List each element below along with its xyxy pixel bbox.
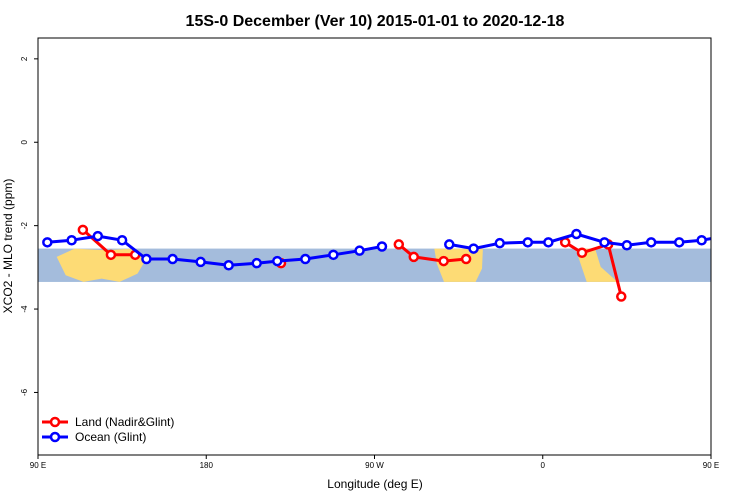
data-point-ocean	[167, 253, 178, 265]
y-tick-label: -4	[20, 305, 29, 313]
x-axis-title: Longitude (deg E)	[327, 477, 422, 491]
data-point-ocean	[645, 237, 657, 248]
data-point-land	[105, 249, 117, 261]
y-axis-title: XCO2 - MLO trend (ppm)	[1, 179, 15, 314]
data-point-ocean	[116, 234, 128, 246]
data-point-ocean	[328, 249, 339, 261]
data-point-land	[77, 224, 89, 236]
legend-marker-ocean	[49, 431, 61, 443]
x-tick-label: 90 E	[703, 461, 719, 470]
data-point-ocean	[195, 256, 206, 268]
data-point-ocean	[300, 253, 311, 265]
data-point-land	[460, 253, 472, 265]
y-tick-label: 2	[20, 56, 29, 61]
data-point-ocean	[494, 237, 506, 249]
series-line-land	[397, 243, 467, 263]
legend-entry-land: Land (Nadir&Glint)	[42, 415, 174, 429]
series-layer	[42, 224, 750, 302]
y-tick-label: -6	[20, 388, 29, 396]
y-tick-label: -2	[20, 222, 29, 230]
legend-entry-ocean: Ocean (Glint)	[42, 430, 146, 444]
land-area-australia	[733, 249, 750, 282]
x-tick-label: 90 E	[30, 461, 46, 470]
data-point-ocean	[696, 234, 707, 246]
data-point-ocean	[743, 236, 750, 244]
data-point-ocean	[92, 230, 104, 242]
data-point-land	[438, 255, 449, 267]
x-tick-label: 90 W	[365, 461, 384, 470]
data-point-ocean	[272, 255, 283, 267]
y-tick-label: 0	[20, 139, 29, 144]
data-point-land	[393, 239, 405, 250]
data-point-ocean	[354, 245, 365, 256]
data-point-land	[408, 251, 420, 263]
data-point-land	[616, 291, 627, 302]
land-area-australia	[56, 248, 147, 282]
axes: 90 E 180 90 W 0 90 E 2 0 -2 -4 -6	[20, 56, 719, 470]
legend-marker-land	[49, 416, 61, 428]
data-point-ocean	[468, 243, 479, 254]
series-line-ocean	[747, 236, 750, 259]
data-point-ocean	[444, 239, 455, 250]
chart-title: 15S-0 December (Ver 10) 2015-01-01 to 20…	[186, 13, 565, 30]
x-tick-label: 0	[541, 461, 546, 470]
data-point-ocean	[141, 253, 152, 265]
data-point-ocean	[522, 237, 534, 248]
series-line-land	[564, 241, 623, 297]
data-point-ocean	[376, 241, 388, 252]
data-point-ocean	[722, 232, 730, 240]
data-point-ocean	[599, 237, 610, 248]
legend-label-ocean: Ocean (Glint)	[75, 430, 146, 444]
data-point-ocean	[621, 239, 633, 251]
land-area-africa	[561, 248, 618, 282]
data-point-ocean	[251, 257, 262, 269]
map-background	[38, 248, 750, 282]
data-point-ocean	[543, 237, 554, 248]
data-point-ocean	[42, 237, 53, 248]
data-point-land	[576, 247, 588, 259]
data-point-ocean	[66, 234, 77, 246]
series-line-ocean	[449, 232, 711, 251]
legend: Land (Nadir&Glint) Ocean (Glint)	[42, 415, 174, 444]
x-tick-label: 180	[200, 461, 214, 470]
data-point-ocean	[673, 237, 685, 248]
data-point-ocean	[571, 228, 582, 240]
legend-label-land: Land (Nadir&Glint)	[75, 415, 174, 429]
data-point-ocean	[223, 260, 234, 271]
